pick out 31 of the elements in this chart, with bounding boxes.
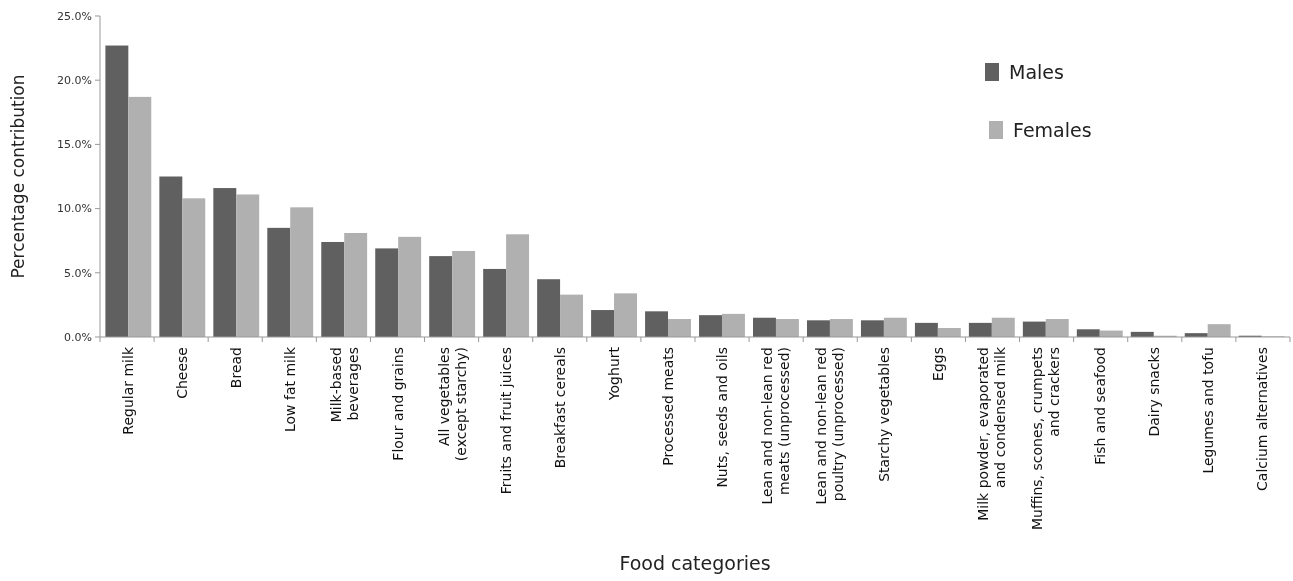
x-tick-label: Legumes and tofu [1199,347,1216,474]
y-tick-label: 20.0% [57,74,92,88]
x-tick-label: Lean and non-lean red meats (unprocessed) [759,347,793,505]
x-tick-label: Lean and non-lean red poultry (unprocessed) [813,347,847,505]
x-tick-label: Flour and grains [390,347,407,461]
x-tick-label: All vegetables (except starchy) [435,347,469,462]
x-tick-label: Bread [228,347,245,389]
x-tick-label: Breakfast cereals [551,347,568,469]
y-tick-label: 15.0% [57,138,92,152]
y-tick-label: 5.0% [64,266,92,280]
x-tick-label: Milk-based beverages [327,347,361,423]
x-tick-label: Low fat milk [282,346,299,432]
x-tick-label: Eggs [929,347,946,381]
y-tick-label: 25.0% [57,9,92,23]
y-tick-label: 0.0% [64,330,92,344]
x-tick-label: Fruits and fruit juices [498,347,515,495]
x-tick-label: Nuts, seeds and oils [713,347,730,488]
x-axis-title: Food categories [619,552,771,574]
x-tick-label: Yoghurt [605,346,622,402]
y-tick-label: 10.0% [57,202,92,216]
legend-label: Males [1009,60,1064,83]
x-tick-label: Dairy snacks [1145,347,1162,437]
x-tick-label: Milk powder, evaporated and condensed milk [975,346,1009,521]
legend-label: Females [1013,118,1092,141]
x-tick-label: Cheese [174,347,191,399]
x-tick-label: Starchy vegetables [875,347,892,482]
y-axis-title: Percentage contribution [8,74,28,279]
x-tick-label: Fish and seafood [1091,347,1108,465]
x-tick-label: Calcium alternatives [1253,347,1270,491]
x-tick-label: Processed meats [659,347,676,466]
x-tick-label: Regular milk [120,346,137,435]
